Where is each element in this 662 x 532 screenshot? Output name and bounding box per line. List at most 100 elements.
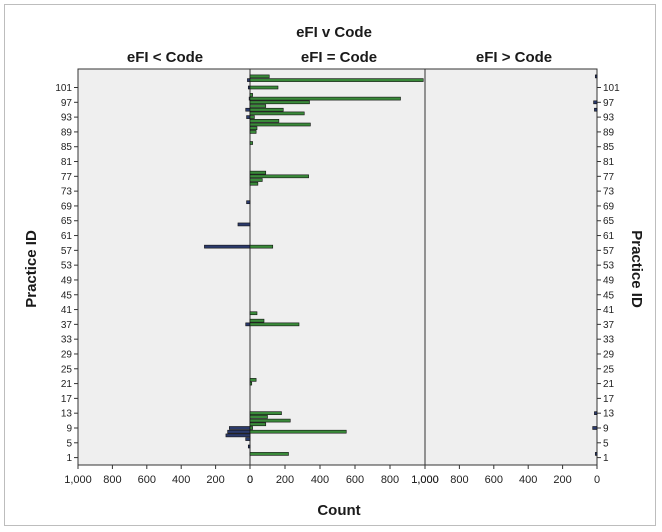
x-tick-label: 0	[594, 474, 600, 486]
bar	[245, 437, 251, 441]
chart-frame: 1 1 5 5 9 9 13 13 17 17 21 21 25 25 29 29 33 33 37 37 41 41 45…	[4, 4, 656, 526]
panel-background-0	[78, 69, 250, 465]
bar	[249, 78, 424, 82]
plot-border	[77, 68, 598, 466]
x-tick-label: 1,000	[411, 474, 439, 486]
bar	[594, 107, 598, 112]
bar	[249, 378, 257, 382]
y-tick-label-left: 13	[61, 409, 73, 420]
bar	[249, 141, 253, 145]
bar	[249, 322, 300, 327]
bar	[249, 111, 305, 116]
bar	[593, 100, 598, 105]
bar	[249, 170, 267, 175]
panel-background-1	[250, 69, 425, 465]
y-tick-label-left: 29	[61, 349, 73, 360]
bar	[249, 119, 280, 123]
bar	[247, 444, 251, 449]
x-tick-label: 600	[485, 474, 503, 486]
x-tick-label: 800	[103, 474, 121, 486]
bar	[249, 381, 253, 386]
y-tick-label-right: 21	[603, 379, 615, 390]
x-tick-label: 400	[172, 474, 190, 486]
y-axis-title-left: Practice ID	[23, 230, 40, 308]
x-tick-label: 400	[519, 474, 537, 486]
chart-title: eFI v Code	[296, 24, 372, 41]
y-tick-label-right: 53	[603, 261, 615, 272]
x-tick-label: 600	[138, 474, 156, 486]
panel-title-eq: eFI = Code	[301, 49, 377, 66]
y-tick-label-left: 21	[61, 379, 73, 390]
y-tick-label-right: 69	[603, 201, 615, 212]
bar	[249, 426, 253, 430]
y-tick-label-left: 5	[66, 438, 72, 449]
y-tick-label-right: 97	[603, 98, 615, 109]
x-axis-title: Count	[317, 502, 360, 519]
bar	[225, 433, 251, 438]
y-tick-label-right: 65	[603, 216, 615, 227]
x-tick-label: 200	[553, 474, 571, 486]
y-tick-label-left: 73	[61, 187, 73, 198]
x-tick-label: 1,000	[64, 474, 92, 486]
x-tick-label: 800	[381, 474, 399, 486]
x-tick-label: 1,000	[411, 474, 439, 486]
y-tick-label-left: 17	[61, 394, 73, 405]
y-tick-label-right: 81	[603, 157, 615, 168]
y-tick-label-right: 73	[603, 187, 615, 198]
y-tick-label-left: 97	[61, 98, 73, 109]
y-tick-label-left: 69	[61, 201, 73, 212]
x-tick-label: 400	[311, 474, 329, 486]
y-tick-label-right: 5	[603, 438, 609, 449]
x-tick-label: 0	[247, 474, 253, 486]
y-tick-label-right: 25	[603, 364, 615, 375]
bar	[249, 318, 265, 323]
bar	[249, 93, 253, 97]
bar	[249, 415, 268, 419]
bar	[249, 130, 257, 134]
bar	[229, 426, 251, 430]
bar	[247, 78, 251, 82]
y-tick-label-right: 101	[603, 83, 620, 94]
y-tick-label-left: 41	[61, 305, 73, 316]
panel-title-gt: eFI > Code	[476, 49, 552, 66]
y-tick-label-right: 41	[603, 305, 615, 316]
y-tick-label-right: 89	[603, 127, 615, 138]
bar	[594, 452, 598, 456]
bar	[249, 96, 401, 101]
y-tick-label-right: 77	[603, 172, 615, 183]
y-tick-label-right: 57	[603, 246, 615, 257]
y-tick-label-left: 65	[61, 216, 73, 227]
bar	[249, 418, 291, 423]
y-tick-label-left: 1	[66, 453, 72, 464]
y-tick-label-left: 37	[61, 320, 73, 331]
y-tick-label-left: 61	[61, 231, 73, 242]
bar	[249, 100, 310, 105]
y-axis-title-right: Practice ID	[628, 230, 645, 308]
panel-background-2	[425, 69, 597, 465]
bar	[249, 115, 255, 119]
y-tick-label-left: 53	[61, 261, 73, 272]
bar	[249, 181, 259, 186]
bar	[594, 411, 598, 415]
bar	[246, 115, 251, 119]
y-tick-label-left: 25	[61, 364, 73, 375]
y-tick-label-right: 29	[603, 349, 615, 360]
x-tick-label: 200	[206, 474, 224, 486]
y-tick-label-left: 9	[66, 423, 72, 434]
y-tick-label-right: 33	[603, 335, 615, 346]
y-tick-label-right: 13	[603, 409, 615, 420]
y-tick-label-left: 49	[61, 275, 73, 286]
y-tick-label-right: 17	[603, 394, 615, 405]
y-tick-label-left: 93	[61, 113, 73, 124]
y-tick-label-right: 37	[603, 320, 615, 331]
x-tick-label: 600	[346, 474, 364, 486]
y-tick-label-left: 101	[55, 83, 72, 94]
bar	[249, 244, 274, 249]
y-tick-label-right: 49	[603, 275, 615, 286]
bar	[249, 422, 267, 427]
y-tick-label-left: 85	[61, 142, 73, 153]
y-tick-label-left: 89	[61, 127, 73, 138]
y-tick-label-left: 81	[61, 157, 73, 168]
bar	[249, 74, 270, 79]
y-tick-label-left: 77	[61, 172, 73, 183]
